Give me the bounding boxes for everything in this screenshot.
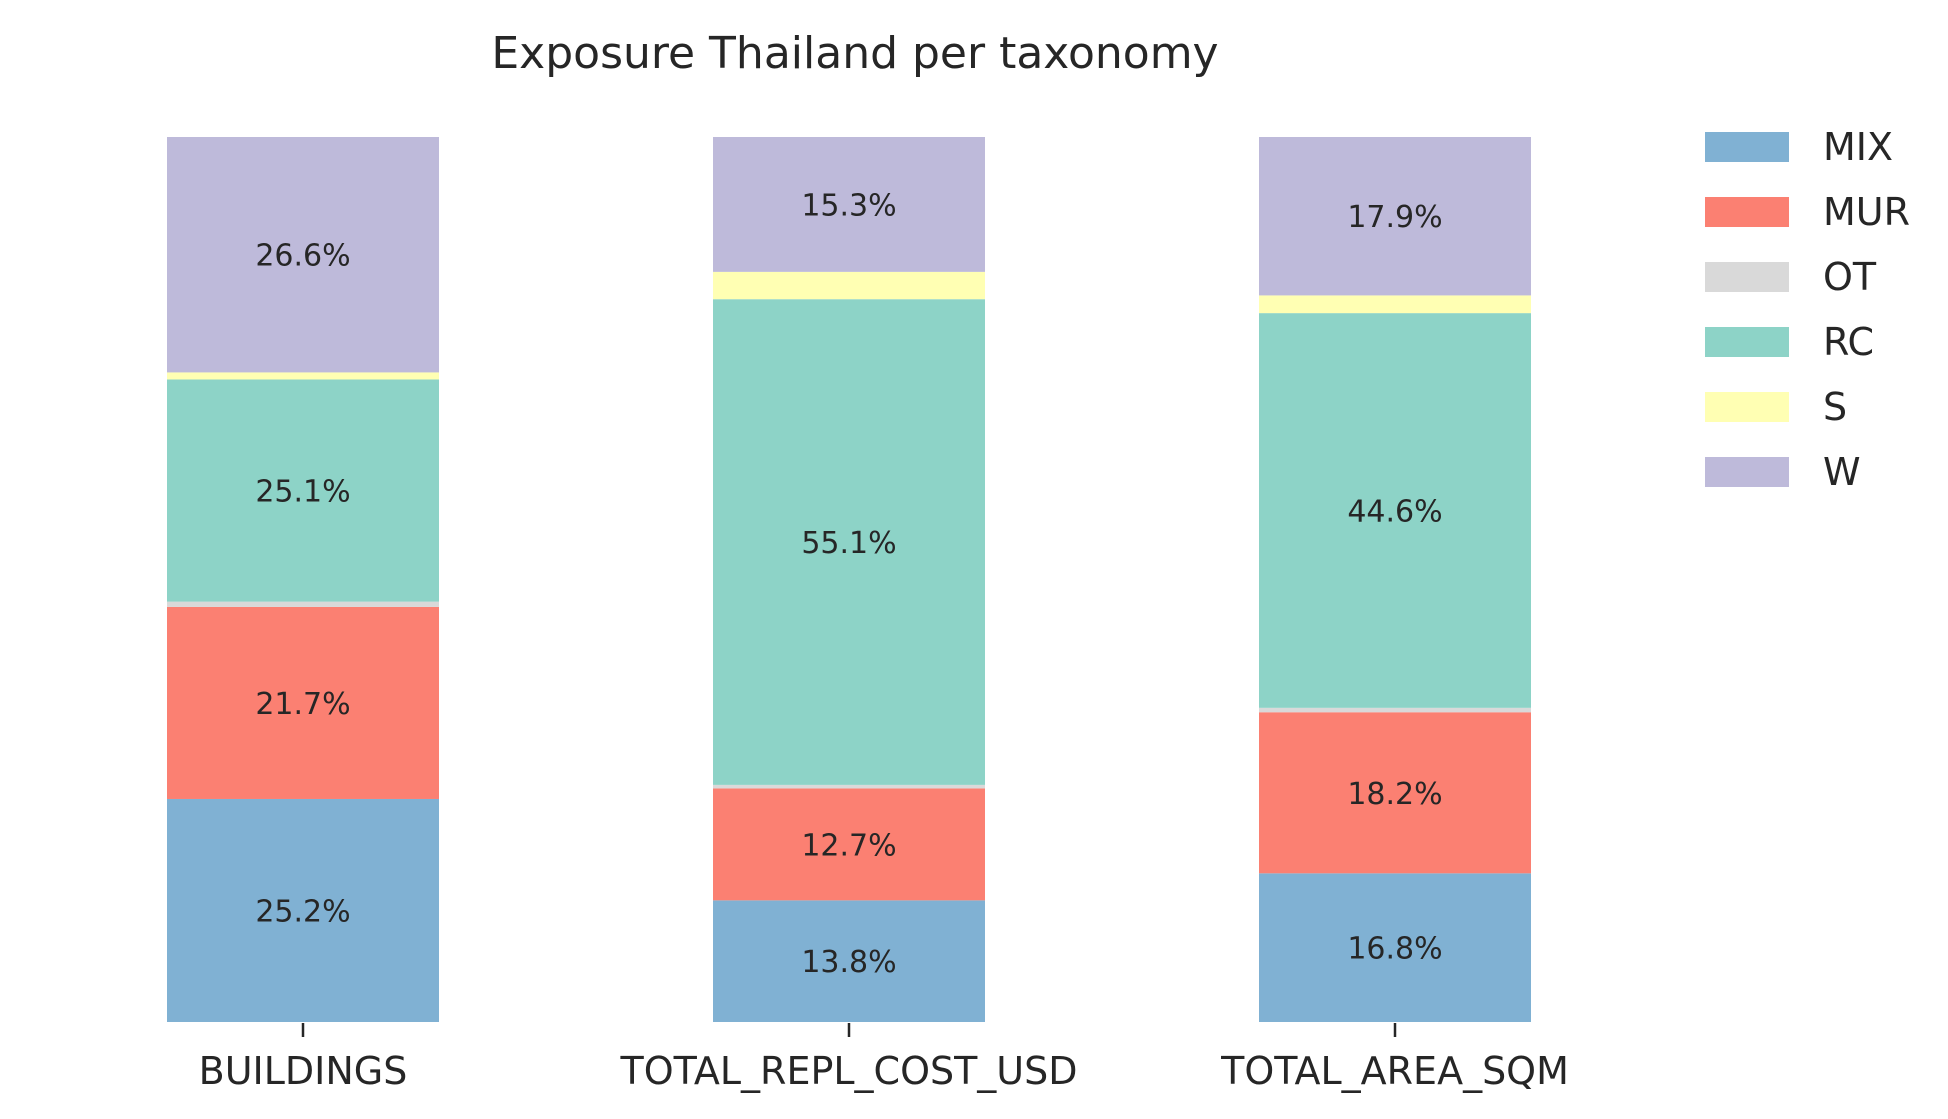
data-label-w-total_area_sqm: 17.9% bbox=[1347, 200, 1442, 235]
data-label-w-total_repl_cost_usd: 15.3% bbox=[801, 188, 896, 223]
x-tick-label-total_area_sqm: TOTAL_AREA_SQM bbox=[1220, 1049, 1569, 1093]
bar-ot-total_area_sqm bbox=[1259, 707, 1531, 713]
legend-swatch-mix bbox=[1705, 132, 1789, 162]
legend-swatch-mur bbox=[1705, 197, 1789, 227]
legend-label-mur: MUR bbox=[1823, 190, 1910, 234]
legend-swatch-s bbox=[1705, 392, 1789, 422]
legend-swatch-w bbox=[1705, 457, 1789, 487]
chart-title: Exposure Thailand per taxonomy bbox=[491, 28, 1218, 79]
data-label-rc-total_repl_cost_usd: 55.1% bbox=[801, 526, 896, 561]
data-label-mur-buildings: 21.7% bbox=[255, 687, 350, 722]
bar-rc-total_area_sqm bbox=[1259, 313, 1531, 708]
x-tick-label-buildings: BUILDINGS bbox=[199, 1049, 408, 1093]
data-label-mur-total_repl_cost_usd: 12.7% bbox=[801, 828, 896, 863]
data-label-rc-buildings: 25.1% bbox=[255, 475, 350, 510]
bar-w-buildings bbox=[167, 137, 439, 373]
bar-rc-buildings bbox=[167, 379, 439, 602]
bar-rc-total_repl_cost_usd bbox=[713, 299, 985, 785]
legend-label-s: S bbox=[1823, 385, 1847, 429]
x-axis: BUILDINGS TOTAL_REPL_COST_USD TOTAL_AREA_S… bbox=[199, 1023, 1569, 1093]
data-label-w-buildings: 26.6% bbox=[255, 239, 350, 274]
bar-w-total_area_sqm bbox=[1259, 137, 1531, 296]
data-label-mix-total_area_sqm: 16.8% bbox=[1347, 932, 1442, 967]
legend: MIX MUR OT RC SW bbox=[1705, 125, 1910, 494]
bar-mix-total_repl_cost_usd bbox=[713, 900, 985, 1022]
legend-label-w: W bbox=[1823, 450, 1861, 494]
bar-mix-total_area_sqm bbox=[1259, 873, 1531, 1022]
data-label-mix-buildings: 25.2% bbox=[255, 894, 350, 929]
data-labels-group: 25.2% 21.7% 25.1% 26.6% 13.8% 12.7% 55.1% 15.3%… bbox=[255, 188, 1442, 980]
data-label-mix-total_repl_cost_usd: 13.8% bbox=[801, 945, 896, 980]
bar-mur-total_repl_cost_usd bbox=[713, 788, 985, 901]
bar-w-total_repl_cost_usd bbox=[713, 137, 985, 272]
bar-s-total_area_sqm bbox=[1259, 295, 1531, 314]
legend-swatch-rc bbox=[1705, 327, 1789, 357]
bar-mix-buildings bbox=[167, 798, 439, 1022]
data-label-mur-total_area_sqm: 18.2% bbox=[1347, 777, 1442, 812]
bars-group bbox=[167, 137, 1531, 1022]
data-label-rc-total_area_sqm: 44.6% bbox=[1347, 494, 1442, 529]
bar-mur-total_area_sqm bbox=[1259, 712, 1531, 874]
legend-label-mix: MIX bbox=[1823, 125, 1893, 169]
x-tick-label-total_repl_cost_usd: TOTAL_REPL_COST_USD bbox=[619, 1049, 1077, 1093]
legend-label-rc: RC bbox=[1823, 320, 1874, 364]
bar-ot-total_repl_cost_usd bbox=[713, 784, 985, 789]
bar-s-buildings bbox=[167, 372, 439, 380]
legend-swatch-ot bbox=[1705, 262, 1789, 292]
legend-label-ot: OT bbox=[1823, 255, 1877, 299]
bar-s-total_repl_cost_usd bbox=[713, 271, 985, 300]
bar-mur-buildings bbox=[167, 606, 439, 799]
bar-ot-buildings bbox=[167, 601, 439, 607]
